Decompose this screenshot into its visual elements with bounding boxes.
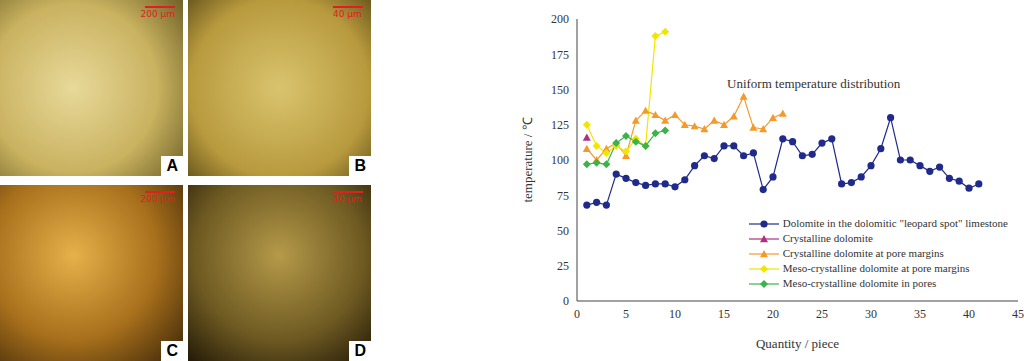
svg-text:25: 25 [557,259,569,273]
html-text:Uniform temperature distributi: Uniform temperature distribution [727,76,901,91]
svg-text:5: 5 [623,307,629,321]
svg-text:15: 15 [718,307,730,321]
html-text:Crystalline dolomite: Crystalline dolomite [782,232,873,244]
svg-text:175: 175 [551,48,569,62]
html-text:Meso-crystalline dolomite at p: Meso-crystalline dolomite at pore margin… [782,262,970,274]
html-text:200 μm: 200 μm [140,9,175,19]
svg-text:30: 30 [865,307,877,321]
svg-text:20: 20 [767,307,779,321]
html-text:Dolomite in the dolomitic "leo: Dolomite in the dolomitic "leopard spot"… [782,217,1008,229]
svg-text:45: 45 [1012,307,1024,321]
svg-text:75: 75 [557,189,569,203]
svg-text:40: 40 [963,307,975,321]
html-text:A: A [166,157,178,174]
svg-text:10: 10 [669,307,681,321]
svg-text:25: 25 [816,307,828,321]
svg-text:temperature / ℃: temperature / ℃ [520,117,535,202]
svg-text:Quantity / piece: Quantity / piece [756,336,839,351]
html-text:C: C [166,342,178,359]
html-text:40 μm: 40 μm [333,194,362,204]
svg-text:35: 35 [914,307,926,321]
html-text:200 μm: 200 μm [140,194,175,204]
html-text:Meso-crystalline dolomite in p: Meso-crystalline dolomite in pores [782,277,937,289]
svg-text:0: 0 [563,294,569,308]
svg-text:0: 0 [574,307,580,321]
html-text:B: B [354,157,366,174]
html-text:D: D [354,342,366,359]
svg-text:200: 200 [551,12,569,26]
svg-text:125: 125 [551,118,569,132]
html-text:40 μm: 40 μm [333,9,362,19]
svg-text:100: 100 [551,153,569,167]
svg-text:50: 50 [557,224,569,238]
svg-text:150: 150 [551,83,569,97]
html-text:Crystalline dolomite at pore m: Crystalline dolomite at pore margins [782,247,944,259]
